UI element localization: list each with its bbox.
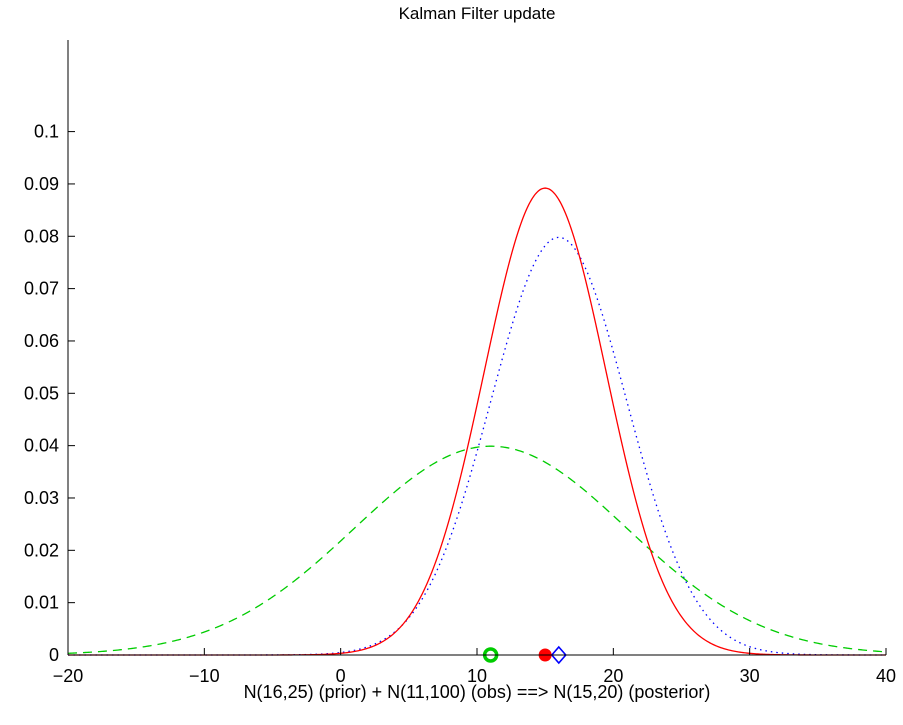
series-line-dashed: [67, 445, 887, 654]
y-tick-label: 0.06: [24, 331, 59, 351]
y-tick-label: 0.09: [24, 174, 59, 194]
x-tick-label: 30: [740, 666, 760, 686]
x-tick-label: −10: [189, 666, 220, 686]
x-axis-label: N(16,25) (prior) + N(11,100) (obs) ==> N…: [244, 682, 711, 702]
y-tick-label: 0.05: [24, 383, 59, 403]
plot-area: [67, 187, 887, 665]
y-tick-label: 0.02: [24, 540, 59, 560]
y-tick-label: 0.01: [24, 593, 59, 613]
series-line-dotted: [68, 236, 886, 656]
x-tick-label: 20: [603, 666, 623, 686]
y-tick-label: 0.1: [34, 122, 59, 142]
x-tick-label: 0: [336, 666, 346, 686]
y-tick-label: 0.04: [24, 436, 59, 456]
y-tick-label: 0.03: [24, 488, 59, 508]
y-tick-label: 0: [49, 645, 59, 665]
x-tick-label: −20: [53, 666, 84, 686]
x-tick-label: 40: [876, 666, 896, 686]
y-tick-label: 0.08: [24, 226, 59, 246]
x-tick-label: 10: [467, 666, 487, 686]
y-tick-label: 0.07: [24, 279, 59, 299]
series-line-solid: [68, 187, 886, 656]
chart-title: Kalman Filter update: [399, 4, 556, 23]
mean-marker-diamond: [550, 645, 567, 665]
axes: −20 −10 0 10 20 30 40 0 0.01 0.02 0.03 0.04 0.05 0.06…: [24, 40, 896, 686]
